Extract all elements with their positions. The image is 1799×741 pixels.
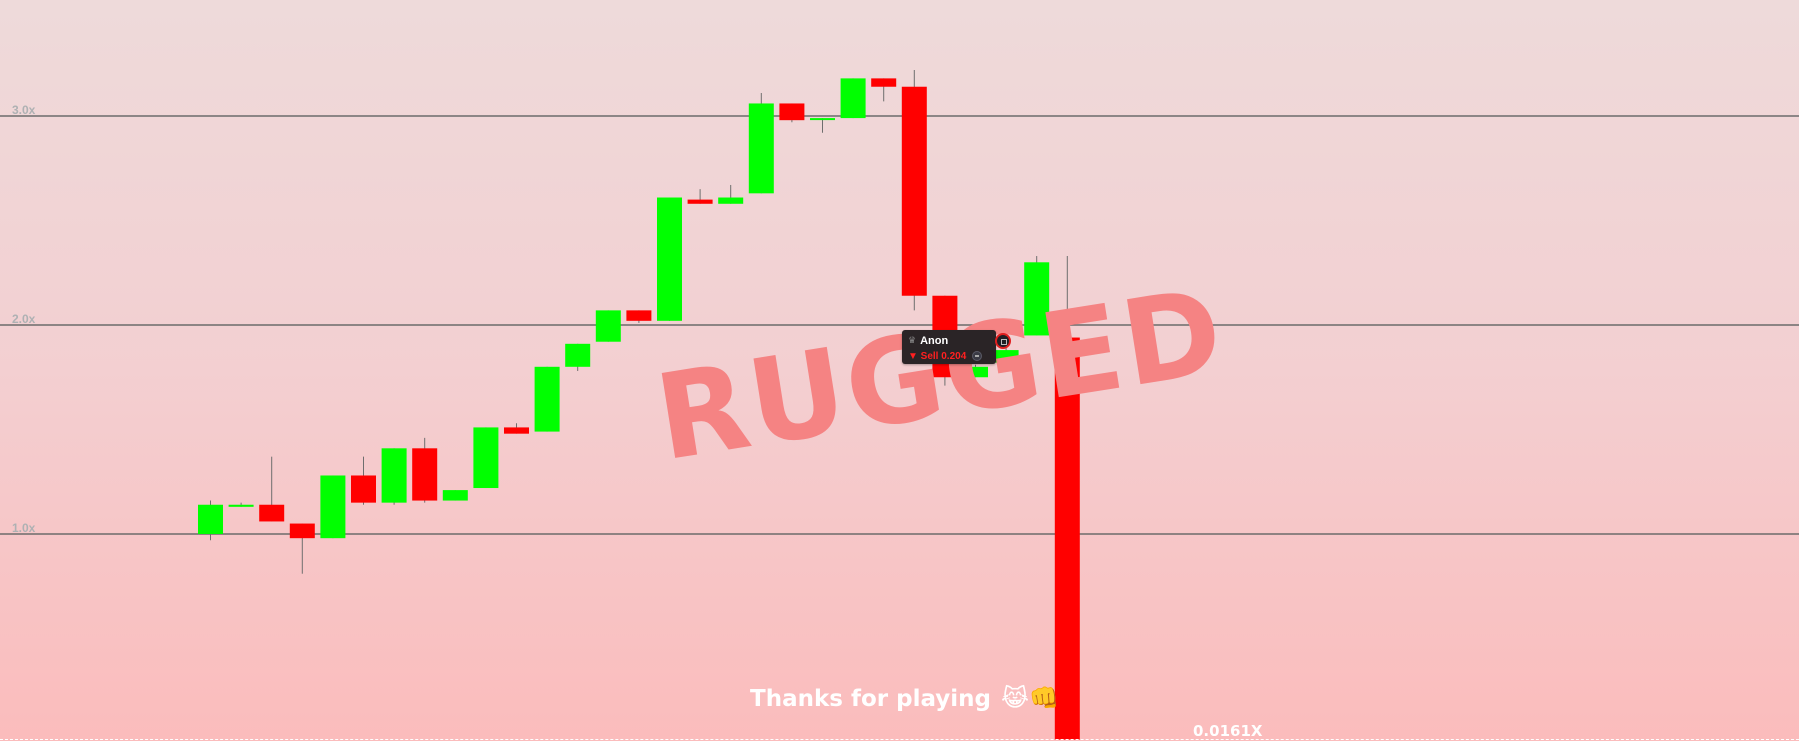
trade-tooltip: ♛ Anon ▼ Sell 0.204 <box>902 330 996 364</box>
candle-body <box>779 103 805 121</box>
candle-body <box>993 350 1019 363</box>
thanks-message: Thanks for playing 😹👊 <box>750 684 1059 712</box>
candle-body <box>595 310 621 342</box>
candle <box>351 456 376 505</box>
candle <box>1054 256 1080 740</box>
candle-body <box>228 504 254 507</box>
thanks-text: Thanks for playing <box>750 686 991 712</box>
crown-icon: ♛ <box>908 336 917 346</box>
player-name: Anon <box>920 335 949 347</box>
candle-body <box>901 86 927 296</box>
candles <box>198 70 1080 740</box>
candle <box>595 310 621 342</box>
candle-body <box>381 448 407 503</box>
candle-body <box>626 310 652 321</box>
candle-body <box>198 504 223 534</box>
candle-body <box>687 199 713 204</box>
candle <box>473 427 499 489</box>
laughing-cat-fist-emoji-icon: 😹👊 <box>1000 684 1059 712</box>
coin-icon <box>972 351 983 361</box>
candle-body <box>504 427 529 434</box>
candle <box>840 78 866 119</box>
candle <box>320 475 346 539</box>
candle-body <box>657 197 682 321</box>
trade-marker-icon[interactable] <box>995 333 1011 349</box>
candle-body <box>351 475 376 503</box>
y-axis-label: 2.0x <box>12 312 36 326</box>
candle-body <box>289 523 315 539</box>
candle <box>871 78 897 102</box>
candle <box>810 118 835 133</box>
candle-body <box>871 78 897 87</box>
candle <box>259 456 285 522</box>
candle-body <box>1024 262 1050 336</box>
candle-body <box>565 343 591 367</box>
candle <box>442 490 468 501</box>
baseline-divider <box>0 739 1799 740</box>
candle <box>687 189 713 204</box>
candle-body <box>840 78 866 119</box>
candle <box>504 423 529 434</box>
candle <box>626 310 652 323</box>
candle <box>381 448 407 505</box>
candle-body <box>320 475 346 539</box>
candle-body <box>473 427 499 489</box>
candle <box>993 347 1019 367</box>
candle-body <box>963 366 988 378</box>
candle <box>198 500 223 541</box>
candle-body <box>442 490 468 501</box>
candle <box>534 366 560 432</box>
final-multiplier: 0.0161X <box>1193 722 1263 740</box>
y-axis-label: 3.0x <box>12 103 36 117</box>
candle-body <box>259 504 285 522</box>
candle <box>565 343 591 371</box>
candle <box>901 70 927 311</box>
candle <box>1024 256 1050 336</box>
candle-body <box>1054 337 1080 740</box>
candle <box>657 197 682 321</box>
candle <box>963 364 988 378</box>
candle <box>289 523 315 574</box>
candle <box>228 502 254 507</box>
candle <box>412 437 438 503</box>
candle-body <box>748 103 774 194</box>
y-axis-label: 1.0x <box>12 521 36 535</box>
candle <box>748 93 774 194</box>
candle-body <box>534 366 560 432</box>
candle <box>779 103 805 123</box>
trade-action: ▼ Sell 0.204 <box>908 350 967 362</box>
candle-body <box>810 118 835 121</box>
candle-body <box>412 448 438 501</box>
candle-body <box>718 197 744 204</box>
candle <box>718 184 744 204</box>
